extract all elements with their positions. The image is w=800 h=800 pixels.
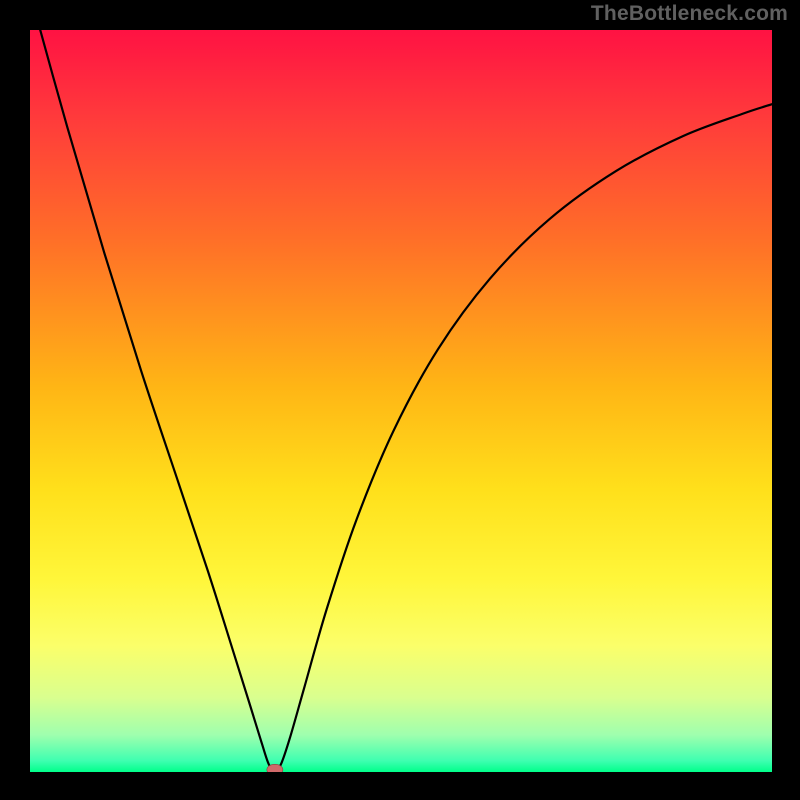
plot-area (30, 30, 772, 772)
bottleneck-chart (30, 30, 772, 772)
gradient-background (30, 30, 772, 772)
watermark-text: TheBottleneck.com (591, 2, 788, 26)
chart-frame: TheBottleneck.com (0, 0, 800, 800)
